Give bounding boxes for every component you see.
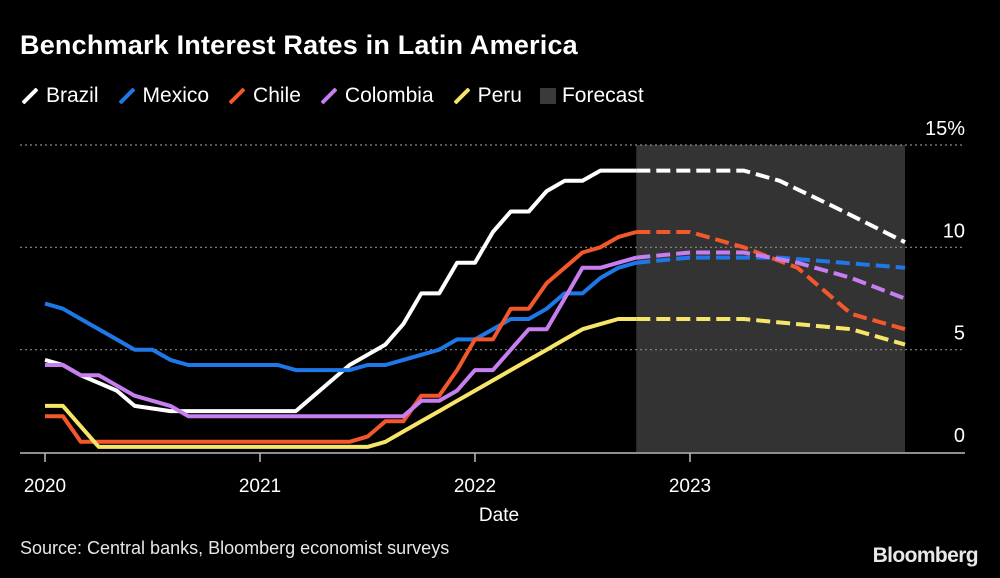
legend-swatch <box>539 88 556 104</box>
series-line-mexico <box>44 260 637 373</box>
series-line-colombia <box>45 255 637 419</box>
legend-item-brazil: Brazil <box>20 84 99 108</box>
series-forecast-chile <box>636 230 906 332</box>
series-forecast-brazil <box>636 168 906 244</box>
legend-item-peru: Peru <box>452 84 522 108</box>
series-line-brazil <box>44 168 637 414</box>
legend-label: Peru <box>477 84 522 107</box>
legend-item-mexico: Mexico <box>117 84 210 108</box>
legend-label: Mexico <box>142 84 210 107</box>
legend-label: Forecast <box>561 84 644 107</box>
forecast-region <box>636 145 905 452</box>
bloomberg-logo: Bloomberg <box>872 544 979 567</box>
chart-title: Benchmark Interest Rates in Latin Americ… <box>20 30 578 60</box>
x-tick-label: 2021 <box>239 476 281 497</box>
legend-item-forecast: Forecast <box>539 84 644 108</box>
x-tick-label: 2022 <box>454 476 496 497</box>
x-tick-label: 2020 <box>24 476 66 497</box>
y-tick-label: 5 <box>954 323 965 345</box>
series-forecast-peru <box>636 317 906 347</box>
legend-label: Brazil <box>46 84 99 107</box>
series-line-peru <box>45 317 637 449</box>
x-tick-label: 2023 <box>669 476 711 497</box>
series-line-chile <box>45 230 637 444</box>
legend-label: Colombia <box>344 84 434 107</box>
y-tick-label: 10 <box>943 220 965 242</box>
x-axis-label: Date <box>479 505 519 526</box>
source-note: Source: Central banks, Bloomberg economi… <box>20 538 450 558</box>
series-forecast-mexico <box>636 255 906 270</box>
legend: Brazil Mexico Chile Colombia Peru Foreca… <box>20 84 644 108</box>
legend-label: Chile <box>253 84 301 107</box>
legend-item-chile: Chile <box>227 84 301 108</box>
y-tick-label: 0 <box>954 425 965 447</box>
series-forecast-colombia <box>636 250 906 301</box>
y-tick-label: 15% <box>925 118 965 140</box>
legend-item-colombia: Colombia <box>319 84 434 108</box>
